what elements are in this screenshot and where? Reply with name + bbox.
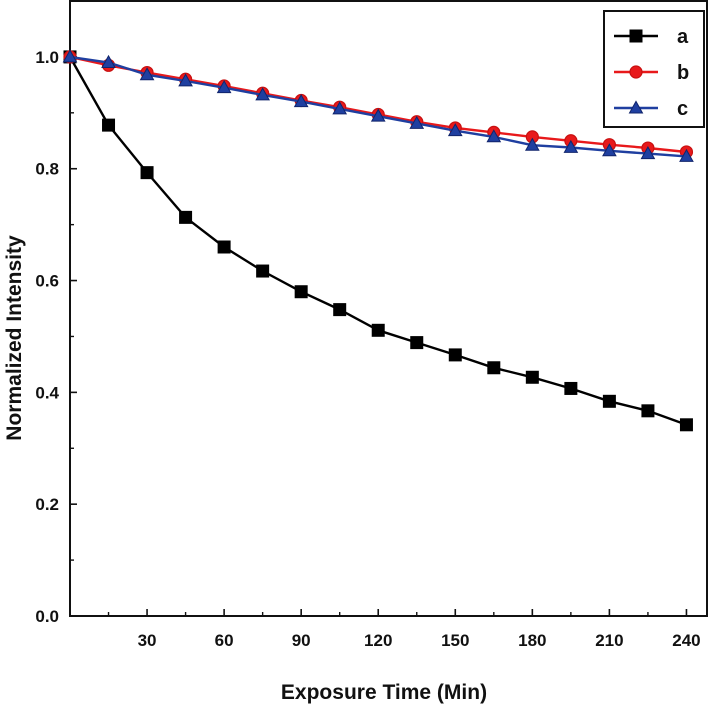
y-tick-label: 0.2 (35, 495, 59, 514)
x-tick-label: 120 (364, 631, 392, 650)
data-point-c (216, 80, 232, 94)
data-point-a (217, 240, 231, 254)
data-point-c (679, 148, 694, 162)
data-point-a (294, 285, 308, 299)
legend-marker-b (629, 65, 643, 79)
x-tick-label: 180 (518, 631, 546, 650)
data-point-c (255, 87, 270, 101)
series-a (63, 50, 693, 432)
data-point-c (101, 54, 116, 68)
data-point-a (102, 118, 116, 132)
legend-marker-c (628, 100, 644, 114)
series-c (62, 49, 694, 162)
legend-label-a: a (677, 26, 689, 48)
data-point-c (409, 115, 425, 129)
data-point-c (447, 123, 463, 137)
data-point-c (62, 49, 78, 63)
data-point-a (179, 210, 193, 224)
data-point-c (293, 94, 309, 108)
series (62, 49, 694, 432)
data-point-a (333, 303, 347, 317)
data-point-c (139, 67, 155, 81)
y-tick-label: 0.8 (35, 160, 59, 179)
data-point-c (370, 108, 386, 122)
ticks: 30 60 90 120 150 180 210 240 0.0 0.2 0.4 0.6 0.8 1.0 (35, 48, 700, 650)
data-point-a (564, 381, 578, 395)
y-axis-title: Normalized Intensity (3, 235, 26, 441)
data-point-c (602, 143, 617, 157)
data-point-a (487, 361, 501, 375)
y-tick-label: 0.0 (35, 607, 59, 626)
plot-frame (69, 0, 708, 617)
x-tick-label: 240 (672, 631, 700, 650)
data-point-a (602, 394, 616, 408)
data-point-c (524, 137, 540, 151)
data-point-a (448, 348, 462, 362)
data-point-c (563, 139, 579, 153)
data-point-a (525, 370, 539, 384)
legend: abc (603, 10, 705, 128)
x-tick-label: 60 (215, 631, 234, 650)
data-point-c (178, 73, 193, 87)
y-tick-label: 0.4 (35, 383, 59, 402)
series-line-c (69, 55, 687, 158)
x-tick-label: 30 (138, 631, 157, 650)
x-tick-label: 210 (595, 631, 623, 650)
data-point-c (640, 146, 656, 160)
legend-label-b: b (677, 62, 689, 84)
data-point-a (256, 264, 270, 278)
data-point-c (332, 101, 348, 115)
data-point-a (140, 166, 154, 180)
axes (69, 0, 708, 617)
y-tick-label: 1.0 (35, 48, 59, 67)
series-b (63, 50, 694, 159)
data-point-c (486, 129, 502, 143)
x-axis-title: Exposure Time (Min) (281, 681, 487, 704)
data-point-a (410, 336, 424, 350)
x-tick-label: 90 (292, 631, 311, 650)
y-tick-label: 0.6 (35, 272, 59, 291)
data-point-a (371, 323, 385, 337)
legend-label-c: c (677, 98, 688, 120)
x-tick-label: 150 (441, 631, 469, 650)
legend-marker-a (629, 29, 643, 43)
data-point-a (641, 404, 655, 418)
series-line-b (69, 55, 687, 154)
data-point-a (679, 418, 693, 432)
